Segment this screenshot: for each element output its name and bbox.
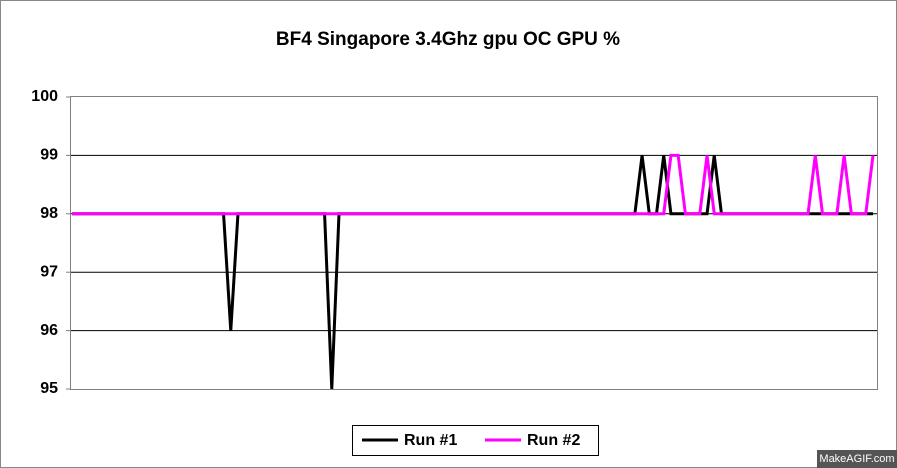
y-tick-label: 99 [40, 147, 58, 164]
y-tick-label: 100 [31, 88, 58, 105]
y-tick-label: 95 [40, 380, 58, 397]
watermark: MakeAGIF.com [819, 453, 894, 465]
y-tick-label: 96 [40, 322, 58, 339]
legend-label: Run #2 [527, 432, 580, 449]
watermark-bg [817, 450, 897, 468]
plot-area [70, 96, 878, 390]
legend-label: Run #1 [404, 432, 457, 449]
y-tick-label: 97 [40, 263, 58, 280]
chart-title: BF4 Singapore 3.4Ghz gpu OC GPU % [276, 29, 620, 50]
legend-box [352, 425, 599, 456]
y-tick-label: 98 [40, 205, 58, 222]
series-line [72, 153, 875, 216]
